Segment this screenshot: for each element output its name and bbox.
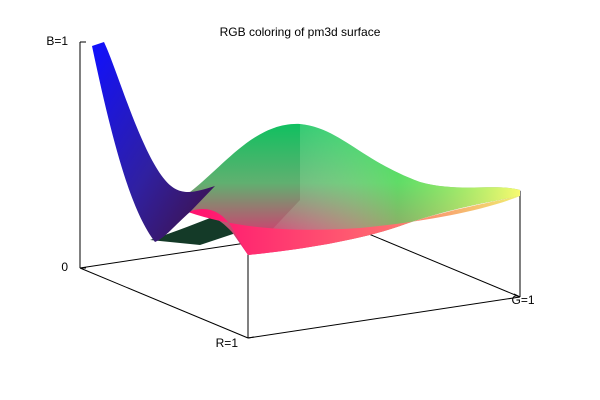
y-tick bbox=[513, 293, 521, 298]
r-axis bbox=[79, 267, 249, 339]
surface-right bbox=[248, 124, 520, 255]
g-axis bbox=[247, 296, 521, 339]
surface-sheet bbox=[92, 42, 215, 242]
back-edge bbox=[351, 226, 521, 298]
chart-title: RGB coloring of pm3d surface bbox=[220, 25, 381, 39]
z-tick-label: 0 bbox=[61, 260, 68, 274]
z-tick-label: B=1 bbox=[46, 34, 68, 48]
x-tick bbox=[247, 336, 255, 339]
axes bbox=[79, 42, 521, 339]
y-tick-label: G=1 bbox=[511, 293, 534, 307]
x-tick-label: R=1 bbox=[216, 336, 239, 350]
surface-front bbox=[188, 196, 520, 255]
surface bbox=[92, 42, 520, 255]
